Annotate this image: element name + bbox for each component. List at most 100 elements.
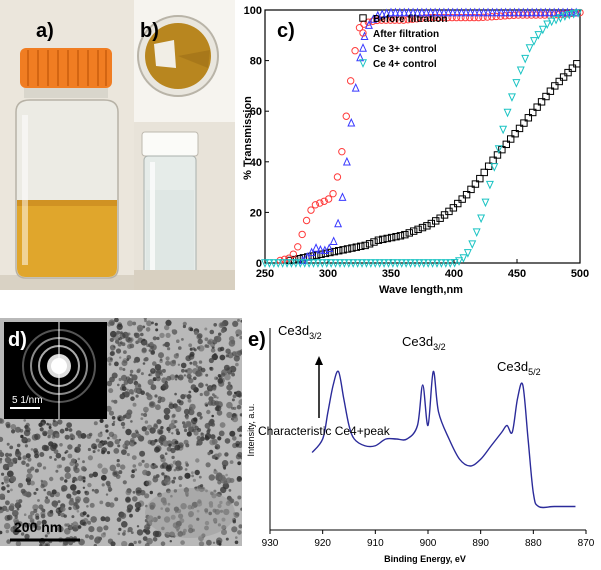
nanoparticle (20, 488, 26, 494)
nanoparticle (4, 456, 11, 464)
data-point (454, 199, 462, 208)
nanoparticle (206, 429, 211, 434)
data-point (327, 259, 336, 268)
data-point (546, 87, 555, 95)
data-point (320, 197, 328, 205)
data-point (309, 259, 318, 268)
nanoparticle (82, 486, 86, 489)
data-point (461, 13, 470, 22)
nanoparticle (88, 526, 95, 533)
nanoparticle (30, 526, 34, 529)
data-point (334, 218, 343, 228)
data-point (338, 192, 347, 201)
nanoparticle (209, 439, 216, 446)
data-point (351, 47, 359, 55)
nanoparticle (161, 472, 165, 476)
nanoparticle (160, 442, 164, 446)
data-point (391, 16, 399, 24)
nanoparticle (21, 460, 26, 465)
nanoparticle (116, 463, 121, 468)
nanoparticle (10, 488, 13, 492)
data-point (318, 259, 327, 268)
nanoparticle (68, 506, 72, 511)
data-point (512, 79, 521, 88)
nanoparticle (75, 478, 78, 482)
nanoparticle (97, 449, 100, 452)
nanoparticle (138, 462, 143, 467)
legend-marker (359, 59, 367, 68)
nanoparticle (107, 436, 110, 440)
nanoparticle (63, 514, 67, 518)
nanoparticle (159, 454, 165, 460)
nanoparticle (140, 413, 144, 416)
nanoparticle (185, 420, 192, 428)
nanoparticle (16, 508, 20, 511)
nanoparticle (74, 449, 78, 453)
nanoparticle (115, 348, 122, 354)
nanoparticle (125, 497, 131, 503)
data-point (426, 7, 435, 17)
nanoparticle (99, 418, 104, 423)
nanoparticle (52, 420, 59, 427)
nanoparticle (162, 440, 169, 447)
nanoparticle (176, 431, 181, 436)
nanoparticle (211, 353, 218, 361)
nanoparticle (185, 463, 189, 467)
nanoparticle (87, 455, 93, 461)
nanoparticle (164, 341, 170, 348)
nanoparticle (153, 475, 157, 479)
data-point (506, 7, 515, 17)
nanoparticle (198, 541, 205, 547)
data-point (417, 14, 425, 23)
nanoparticle (140, 332, 144, 337)
nanoparticle (127, 332, 131, 336)
nanoparticle (229, 478, 235, 483)
chart-e-xtick: 910 (367, 538, 384, 549)
nanoparticle (118, 527, 122, 531)
data-point (503, 108, 512, 118)
nanoparticle (167, 347, 171, 351)
nanoparticle (44, 498, 50, 504)
chart-c-ytick: 60 (250, 106, 262, 118)
nanoparticle (16, 443, 21, 448)
nanoparticle (126, 358, 130, 361)
nanoparticle (147, 393, 151, 398)
nanoparticle (14, 502, 22, 509)
nanoparticle (41, 519, 47, 525)
data-point (324, 195, 333, 203)
data-point (329, 189, 337, 198)
chart-c-xtick: 450 (508, 268, 526, 280)
nanoparticle (155, 404, 161, 411)
nanoparticle (191, 474, 195, 478)
nanoparticle (143, 316, 147, 320)
nanoparticle (102, 441, 105, 444)
nanoparticle (219, 474, 226, 482)
nanoparticle (232, 394, 237, 399)
nanoparticle (135, 431, 139, 435)
nanoparticle (6, 470, 14, 478)
nanoparticle (133, 360, 137, 364)
nanoparticle (234, 540, 239, 545)
nanoparticle (143, 406, 149, 413)
nanoparticle (136, 529, 144, 536)
nanoparticle (92, 471, 98, 478)
nanoparticle (171, 442, 176, 448)
nanoparticle (86, 514, 90, 518)
nanoparticle (14, 515, 18, 519)
nanoparticle (82, 479, 86, 483)
data-point (492, 12, 500, 21)
nanoparticle (174, 378, 178, 381)
legend-marker (359, 43, 367, 52)
data-point (374, 236, 383, 244)
nanoparticle (150, 463, 157, 470)
nanoparticle (159, 358, 163, 361)
nanoparticle (132, 496, 138, 502)
orange-liquid (17, 200, 117, 277)
nanoparticle (117, 383, 120, 387)
nanoparticle (149, 402, 154, 407)
nanoparticle (29, 518, 35, 524)
nanoparticle (186, 431, 192, 437)
nanoparticle (106, 322, 112, 327)
nanoparticle (71, 515, 75, 519)
photo-panel-b: b) (134, 0, 235, 290)
